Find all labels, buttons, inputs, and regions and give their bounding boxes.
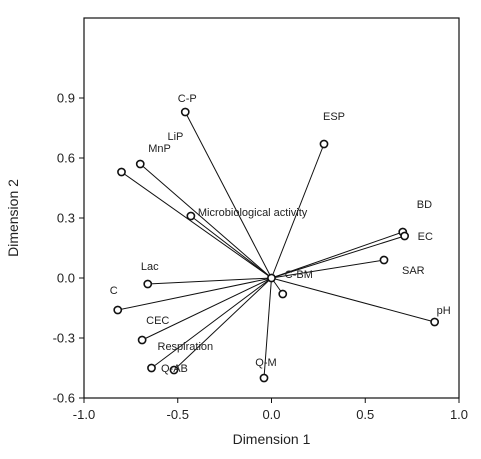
vector-label: ESP	[323, 111, 345, 123]
vector-endpoint	[180, 107, 190, 117]
vector-line	[263, 277, 272, 379]
vector-line	[271, 231, 403, 279]
vector-label: LiP	[168, 131, 184, 143]
vector-label: C-BM	[285, 269, 313, 281]
vector-endpoint	[259, 373, 269, 383]
vector-line	[151, 277, 272, 369]
vector-endpoint	[319, 139, 329, 149]
y-tick-label: 0.6	[57, 151, 75, 166]
x-tick-label: 0.5	[356, 407, 374, 422]
vector-label: CEC	[146, 315, 169, 327]
vector-line	[271, 277, 435, 323]
vector-label: C	[110, 285, 118, 297]
vector-line	[141, 277, 272, 341]
y-tick-label: -0.6	[53, 391, 75, 406]
vector-line	[190, 215, 272, 279]
vector-endpoint	[147, 363, 156, 373]
vector-endpoint	[379, 255, 389, 265]
vector-label: Microbiological activity	[198, 207, 308, 219]
vector-line	[147, 277, 272, 285]
y-tick-label: 0.3	[57, 211, 75, 226]
vector-label: EC	[418, 231, 433, 243]
y-tick-label: 0.0	[57, 271, 75, 286]
axes: -1.0 -0.5 0.0 0.5 1.0 -0.6 -0.3 0.0 0.3 0.6 0.9	[53, 17, 468, 422]
vector-label: pH	[437, 305, 451, 317]
vector-endpoint	[186, 211, 196, 221]
vector-label: SAR	[402, 265, 425, 277]
vector-endpoint	[430, 317, 440, 327]
vector-label: Q-AB	[161, 363, 188, 375]
x-tick-label: -1.0	[73, 407, 95, 422]
vector-label: BD	[417, 199, 432, 211]
x-tick-label: 0.0	[262, 407, 280, 422]
vector-line	[139, 163, 272, 279]
vector-line	[121, 171, 272, 279]
vector-endpoint	[400, 231, 410, 241]
y-tick-label: -0.3	[53, 331, 75, 346]
vector-label: C-P	[178, 93, 197, 105]
vector-endpoint	[137, 335, 147, 345]
x-tick-label: 1.0	[450, 407, 468, 422]
y-axis-label: Dimension 2	[5, 179, 21, 257]
vector-endpoint	[143, 279, 153, 289]
vector-line	[184, 111, 272, 279]
vector-line	[271, 143, 325, 279]
vector-endpoint	[113, 305, 123, 315]
vector-line	[271, 235, 405, 279]
vector-line	[117, 277, 272, 311]
vector-line	[271, 259, 385, 279]
x-tick-label: -0.5	[167, 407, 189, 422]
vectors	[113, 107, 440, 383]
vector-label: Lac	[141, 261, 159, 273]
vector-endpoint	[117, 167, 126, 177]
vector-line	[173, 277, 272, 371]
origin-point	[267, 273, 276, 283]
x-axis-label: Dimension 1	[233, 431, 311, 447]
vector-label: Respiration	[158, 341, 214, 353]
vector-label: Q-M	[255, 357, 276, 369]
vector-endpoint	[135, 159, 145, 169]
vector-label: MnP	[148, 143, 171, 155]
y-tick-label: 0.9	[57, 91, 75, 106]
vector-endpoint	[278, 289, 288, 299]
vector-endpoint	[169, 365, 179, 375]
